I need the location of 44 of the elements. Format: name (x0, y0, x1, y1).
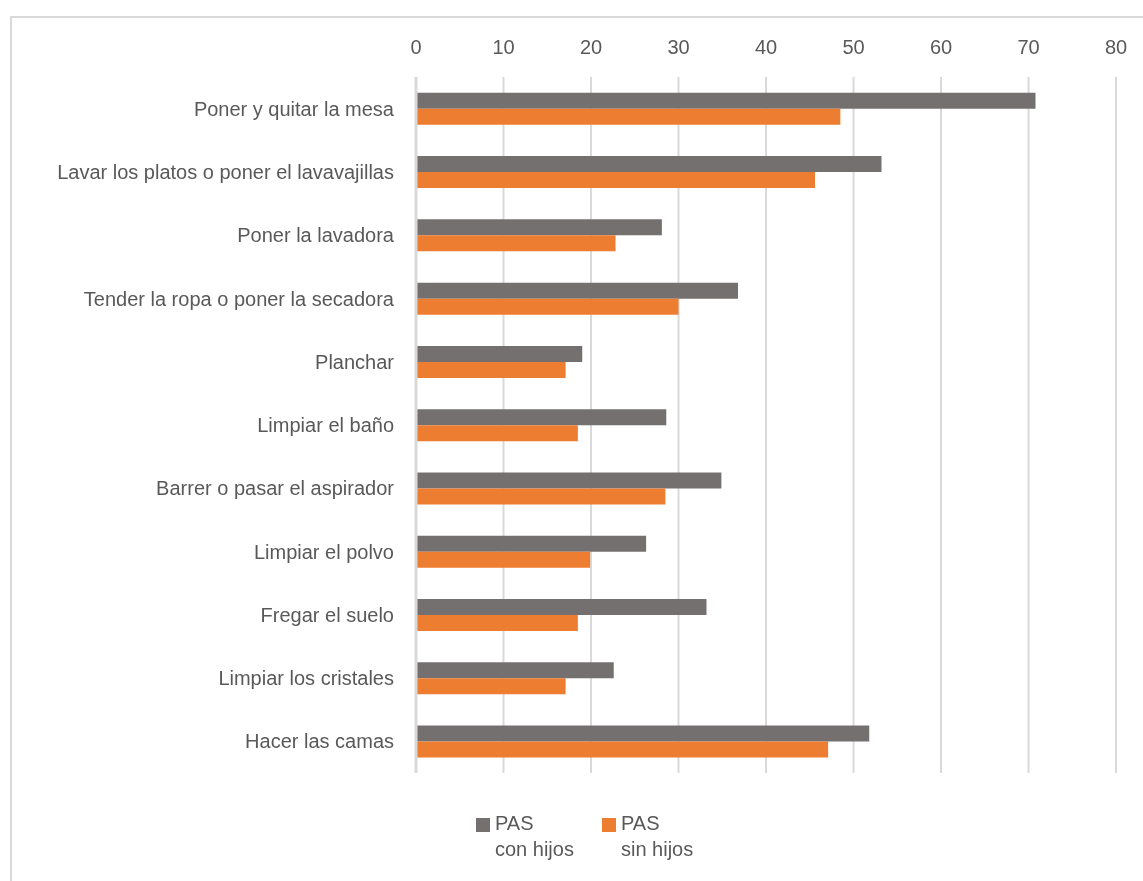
bar (416, 725, 870, 742)
bar (416, 551, 591, 568)
y-tick-label: Poner y quitar la mesa (193, 97, 395, 120)
legend-label: PAS sin hijos (620, 811, 694, 862)
bar (416, 535, 647, 552)
bar (416, 345, 583, 362)
bar (416, 172, 815, 189)
y-tick-label: Fregar el suelo (260, 603, 394, 626)
bar (416, 615, 578, 631)
y-tick-label: Limpiar el baño (257, 414, 394, 437)
x-tick-label: 30 (667, 36, 690, 58)
y-tick-label: Tender la ropa o poner la secadora (83, 287, 395, 310)
bar (416, 235, 616, 252)
x-tick-label: 0 (410, 36, 422, 58)
bar (416, 678, 566, 695)
bar (416, 156, 882, 173)
bar (416, 219, 662, 236)
bar (416, 282, 738, 299)
x-tick-label: 80 (1104, 36, 1128, 58)
bar (416, 92, 1036, 109)
bar (416, 472, 722, 489)
y-tick-label: Poner la lavadora (237, 224, 395, 247)
bar (416, 298, 679, 315)
y-tick-label: Lavar los platos o poner el lavavajillas (57, 161, 394, 184)
y-tick-label: Barrer o pasar el aspirador (156, 477, 395, 500)
y-tick-label: Planchar (315, 350, 395, 373)
y-tick-label: Limpiar los cristales (218, 667, 394, 690)
x-tick-label: 60 (929, 36, 953, 58)
y-tick-label: Hacer las camas (245, 730, 394, 753)
x-tick-label: 50 (842, 36, 865, 58)
x-tick-label: 40 (754, 36, 778, 58)
bar (416, 488, 666, 505)
x-tick-label: 70 (1017, 36, 1040, 58)
bar (416, 409, 667, 426)
bar (416, 361, 566, 378)
bar (416, 425, 578, 442)
bar (416, 599, 707, 615)
x-tick-label: 20 (579, 36, 603, 58)
legend-label: PAS con hijos (495, 811, 574, 862)
bar (416, 662, 614, 679)
y-tick-label: Limpiar el polvo (253, 540, 394, 563)
x-tick-label: 10 (492, 36, 515, 58)
bar (416, 108, 841, 125)
bar (416, 741, 829, 758)
